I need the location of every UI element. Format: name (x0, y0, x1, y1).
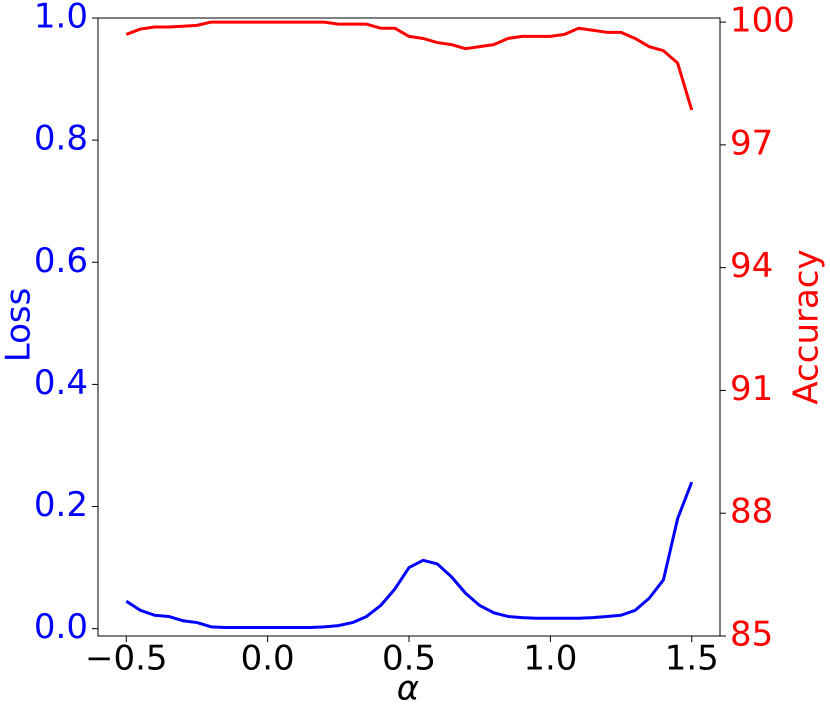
y2-tick-label: 94 (730, 246, 773, 286)
y-tick-label: 0.6 (34, 241, 88, 281)
x-tick-label: 1.0 (523, 639, 577, 679)
y2-tick-label: 100 (730, 1, 795, 41)
y2-tick-label: 85 (730, 615, 773, 655)
y-tick-label: 0.0 (34, 607, 88, 647)
x-tick-label: 1.5 (665, 639, 719, 679)
y-tick-label: 0.4 (34, 363, 88, 403)
y-tick-label: 1.0 (34, 0, 88, 37)
y2-tick-label: 88 (730, 492, 773, 532)
x-axis-label: α (397, 669, 419, 709)
y2-tick-label: 91 (730, 369, 773, 409)
data-line (125, 20, 694, 111)
plot-frame (97, 17, 721, 637)
y-tick-label: 0.2 (34, 485, 88, 525)
y-tick-label: 0.8 (34, 119, 88, 159)
data-line (125, 481, 694, 629)
y2-axis-label: Accuracy (787, 249, 827, 404)
y2-tick-label: 97 (730, 123, 773, 163)
y-axis-label: Loss (0, 288, 39, 363)
x-tick-label: −0.5 (85, 639, 168, 679)
x-tick-label: 0.0 (241, 639, 295, 679)
x-tick-label: 0.5 (382, 639, 436, 679)
